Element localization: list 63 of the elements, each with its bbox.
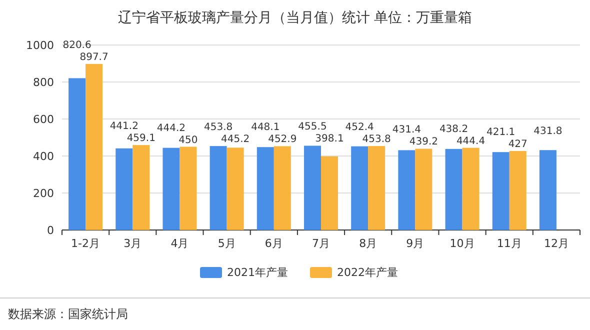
data-label: 453.8 — [204, 122, 233, 134]
data-label: 820.6 — [62, 40, 92, 51]
y-tick-label: 0 — [47, 224, 54, 237]
y-tick-label: 200 — [33, 187, 54, 200]
bar — [116, 148, 133, 230]
bar — [86, 64, 103, 230]
bar — [180, 146, 197, 230]
data-label: 452.4 — [345, 122, 374, 134]
bar — [274, 146, 291, 230]
x-tick-label: 7月 — [312, 237, 330, 250]
data-label: 441.2 — [110, 121, 138, 132]
x-tick-label: 3月 — [124, 237, 142, 250]
bar — [509, 151, 526, 230]
data-label: 450 — [178, 134, 198, 146]
legend-label: 2022年产量 — [337, 266, 398, 279]
bar — [162, 148, 180, 230]
data-label: 421.1 — [486, 127, 516, 138]
data-label: 448.1 — [251, 122, 280, 134]
x-tick-label: 12月 — [544, 237, 569, 250]
x-tick-label: 11月 — [496, 237, 522, 250]
data-label: 431.4 — [392, 124, 421, 136]
x-tick-label: 5月 — [218, 237, 236, 250]
data-label: 897.7 — [80, 52, 108, 63]
bar — [368, 146, 386, 230]
x-tick-label: 4月 — [170, 237, 189, 250]
y-tick-label: 600 — [33, 113, 54, 126]
bar — [445, 148, 462, 230]
data-label: 444.4 — [456, 136, 486, 147]
data-label: 431.8 — [534, 126, 562, 138]
chart-title: 辽宁省平板玻璃产量分月（当月值）统计 单位：万重量箱 — [118, 10, 472, 26]
data-label: 398.1 — [315, 134, 344, 145]
bar — [132, 145, 150, 230]
bar — [304, 146, 321, 230]
data-label: 445.2 — [221, 134, 250, 146]
data-label: 427 — [508, 139, 528, 150]
x-tick-label: 8月 — [359, 237, 378, 250]
bar — [492, 152, 510, 230]
bar — [210, 146, 227, 230]
source-note: 数据来源：国家统计局 — [8, 307, 128, 321]
y-tick-label: 400 — [33, 150, 54, 163]
bar — [462, 148, 480, 230]
data-label: 438.2 — [439, 124, 468, 135]
x-tick-label: 9月 — [406, 237, 424, 250]
bar — [256, 147, 274, 230]
bar — [226, 148, 244, 230]
data-label: 439.2 — [409, 136, 438, 148]
bar — [351, 146, 368, 230]
bar — [539, 150, 556, 230]
x-tick-label: 10月 — [450, 237, 475, 250]
data-label: 452.9 — [268, 134, 297, 146]
bar — [321, 156, 338, 230]
legend-label: 2021年产量 — [227, 266, 288, 279]
data-label: 455.5 — [298, 122, 327, 133]
data-label: 459.1 — [126, 133, 156, 144]
data-label: 444.2 — [156, 122, 186, 134]
bar — [68, 78, 86, 230]
bar — [398, 150, 416, 230]
x-tick-label: 1-2月 — [71, 237, 100, 250]
y-tick-label: 1000 — [26, 39, 54, 52]
x-tick-label: 6月 — [264, 237, 283, 250]
data-label: 453.8 — [362, 134, 391, 146]
y-tick-label: 800 — [33, 76, 54, 89]
bar — [415, 148, 432, 230]
